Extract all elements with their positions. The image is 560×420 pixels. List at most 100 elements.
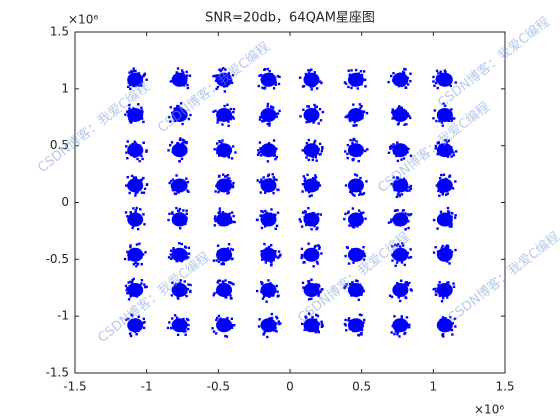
noise-dot [219, 69, 222, 73]
noise-dot [300, 247, 304, 251]
noise-dot [262, 222, 265, 226]
noise-dot [359, 293, 363, 296]
noise-dot [395, 176, 399, 179]
noise-dot [404, 153, 407, 156]
noise-dot [128, 191, 131, 195]
noise-dot [234, 151, 237, 154]
noise-dot [438, 250, 442, 253]
noise-dot [218, 210, 221, 213]
noise-dot [228, 322, 232, 325]
noise-dot [232, 283, 235, 286]
noise-dot [276, 112, 280, 115]
noise-dot [320, 81, 323, 85]
noise-dot [441, 213, 445, 217]
point-cluster [432, 244, 457, 265]
noise-dot [315, 256, 319, 260]
noise-dot [446, 260, 449, 263]
noise-dot [448, 225, 451, 228]
noise-dot [260, 149, 264, 152]
noise-dot [178, 242, 181, 245]
noise-dot [351, 193, 355, 196]
point-cluster [301, 173, 322, 198]
noise-dot [277, 294, 280, 297]
noise-dot [230, 157, 234, 160]
noise-dot [269, 178, 272, 181]
noise-dot [450, 155, 453, 158]
noise-dot [391, 253, 394, 257]
noise-dot [389, 147, 392, 150]
noise-dot [144, 251, 147, 254]
noise-dot [317, 292, 321, 295]
noise-dot [273, 184, 276, 188]
noise-dot [356, 213, 360, 216]
point-cluster [213, 207, 236, 227]
noise-dot [139, 253, 142, 257]
noise-dot [440, 300, 444, 303]
noise-dot [134, 142, 137, 145]
point-cluster [435, 173, 457, 197]
noise-dot [259, 154, 263, 157]
noise-dot [449, 78, 452, 82]
noise-dot [226, 247, 230, 250]
noise-dot [275, 255, 278, 258]
noise-dot [180, 157, 184, 161]
noise-dot [362, 258, 366, 261]
point-cluster [434, 139, 458, 158]
noise-dot [441, 193, 444, 196]
noise-dot [301, 281, 305, 285]
noise-dot [258, 180, 262, 184]
noise-dot [127, 298, 131, 301]
noise-dot [409, 248, 412, 251]
noise-dot [360, 287, 363, 291]
noise-dot [304, 189, 308, 192]
noise-dot [448, 220, 451, 224]
noise-dot [407, 213, 410, 216]
noise-dot [441, 124, 445, 127]
noise-dot [261, 86, 264, 89]
noise-dot [316, 325, 319, 329]
noise-dot [438, 194, 441, 197]
noise-dot [171, 281, 174, 284]
noise-dot [436, 75, 440, 78]
noise-dot [391, 108, 394, 111]
noise-dot [366, 148, 369, 151]
point-cluster [301, 278, 324, 301]
noise-dot [217, 190, 220, 194]
noise-dot [398, 193, 401, 196]
noise-dot [261, 80, 265, 83]
noise-dot [351, 248, 354, 251]
noise-dot [453, 117, 456, 120]
noise-dot [277, 320, 280, 323]
point-cluster [258, 102, 281, 127]
noise-dot [217, 279, 220, 283]
noise-dot [309, 85, 313, 88]
noise-dot [261, 120, 264, 123]
noise-dot [228, 249, 231, 253]
noise-dot [405, 186, 409, 189]
point-cluster [391, 105, 412, 126]
noise-dot [360, 181, 363, 184]
noise-dot [441, 334, 444, 337]
noise-dot [447, 256, 451, 260]
noise-dot [260, 226, 264, 230]
noise-dot [393, 332, 396, 336]
noise-dot [187, 327, 190, 331]
noise-dot [316, 212, 320, 216]
noise-dot [360, 313, 363, 317]
noise-dot [139, 219, 143, 223]
noise-dot [273, 80, 276, 83]
noise-dot [395, 319, 399, 322]
noise-dot [453, 216, 457, 219]
noise-dot [256, 218, 259, 222]
noise-dot [305, 75, 308, 78]
noise-dot [303, 260, 306, 264]
noise-dot [313, 84, 316, 87]
noise-dot [126, 140, 129, 143]
noise-dot [176, 333, 180, 337]
x-tick-label: -1.5 [63, 380, 86, 394]
noise-dot [403, 109, 406, 112]
noise-dot [135, 264, 138, 268]
noise-dot [352, 103, 355, 106]
noise-dot [140, 256, 143, 259]
noise-dot [432, 218, 436, 222]
